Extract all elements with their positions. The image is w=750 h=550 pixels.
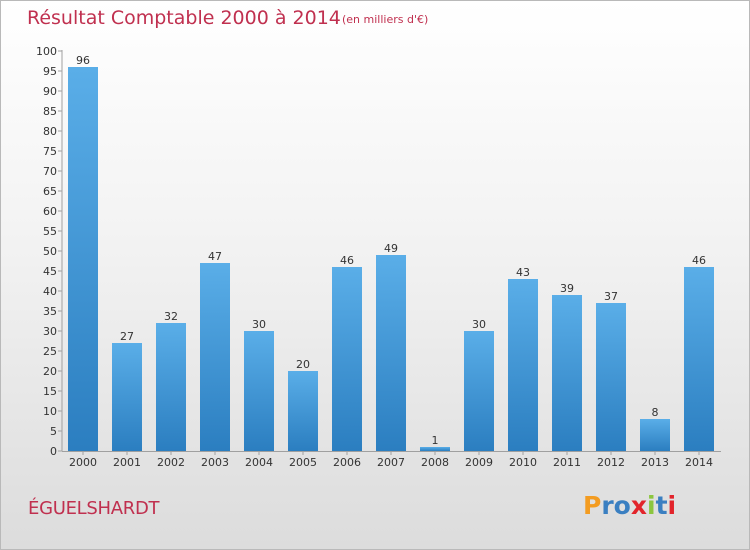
bar-2004 [244,331,274,451]
bar-2000 [68,67,98,451]
y-tick-label: 0 [50,445,57,458]
bar-2001 [112,343,142,451]
data-label-2008: 1 [432,434,439,447]
bar-2005 [288,371,318,451]
x-tick-label-2013: 2013 [641,456,669,469]
y-tick-label: 15 [43,385,57,398]
data-label-2013: 8 [652,406,659,419]
bar-2008 [420,447,450,451]
y-tick-label: 65 [43,185,57,198]
x-tick-label-2011: 2011 [553,456,581,469]
x-tick-label-2003: 2003 [201,456,229,469]
bar-2009 [464,331,494,451]
chart-title: Résultat Comptable 2000 à 2014 [27,7,341,29]
bar-2003 [200,263,230,451]
bar-2014 [684,267,714,451]
x-tick-label-2014: 2014 [685,456,713,469]
x-tick-label-2000: 2000 [69,456,97,469]
y-tick-label: 20 [43,365,57,378]
logo-letter: P [583,491,602,520]
y-tick-label: 85 [43,105,57,118]
x-tick-label-2008: 2008 [421,456,449,469]
data-label-2003: 47 [208,250,222,263]
y-tick-label: 90 [43,85,57,98]
y-tick-label: 5 [50,425,57,438]
x-tick-label-2009: 2009 [465,456,493,469]
y-tick-label: 10 [43,405,57,418]
data-label-2011: 39 [560,282,574,295]
y-tick-label: 40 [43,285,57,298]
bar-2011 [552,295,582,451]
logo-letter: r [601,491,614,520]
data-label-2004: 30 [252,318,266,331]
data-label-2007: 49 [384,242,398,255]
y-tick-label: 75 [43,145,57,158]
data-label-2014: 46 [692,254,706,267]
y-tick-label: 80 [43,125,57,138]
y-tick-label: 70 [43,165,57,178]
y-tick-label: 95 [43,65,57,78]
x-tick-label-2005: 2005 [289,456,317,469]
x-tick-label-2007: 2007 [377,456,405,469]
x-tick-label-2006: 2006 [333,456,361,469]
bar-2013 [640,419,670,451]
commune-name: ÉGUELSHARDT [28,498,160,519]
y-tick-label: 100 [36,45,57,58]
data-label-2010: 43 [516,266,530,279]
y-tick-label: 50 [43,245,57,258]
bar-2010 [508,279,538,451]
y-tick-label: 35 [43,305,57,318]
data-label-2012: 37 [604,290,618,303]
bar-2007 [376,255,406,451]
logo-letter: x [630,491,647,520]
data-label-2006: 46 [340,254,354,267]
logo-letter: t [655,491,668,520]
bar-2002 [156,323,186,451]
bar-2006 [332,267,362,451]
x-tick-label-2012: 2012 [597,456,625,469]
y-tick-label: 30 [43,325,57,338]
bar-2012 [596,303,626,451]
proxiti-logo: Proxiti [583,491,676,520]
data-label-2000: 96 [76,54,90,67]
logo-letter: o [613,491,631,520]
data-label-2005: 20 [296,358,310,371]
logo-letter: i [647,491,656,520]
y-tick-label: 45 [43,265,57,278]
x-tick-label-2004: 2004 [245,456,273,469]
x-tick-label-2002: 2002 [157,456,185,469]
x-tick-label-2001: 2001 [113,456,141,469]
data-label-2002: 32 [164,310,178,323]
y-tick-label: 55 [43,225,57,238]
logo-letter: i [667,491,677,520]
chart-subtitle: (en milliers d'€) [342,13,429,26]
y-tick-label: 25 [43,345,57,358]
data-label-2001: 27 [120,330,134,343]
y-tick-label: 60 [43,205,57,218]
data-label-2009: 30 [472,318,486,331]
x-tick-label-2010: 2010 [509,456,537,469]
